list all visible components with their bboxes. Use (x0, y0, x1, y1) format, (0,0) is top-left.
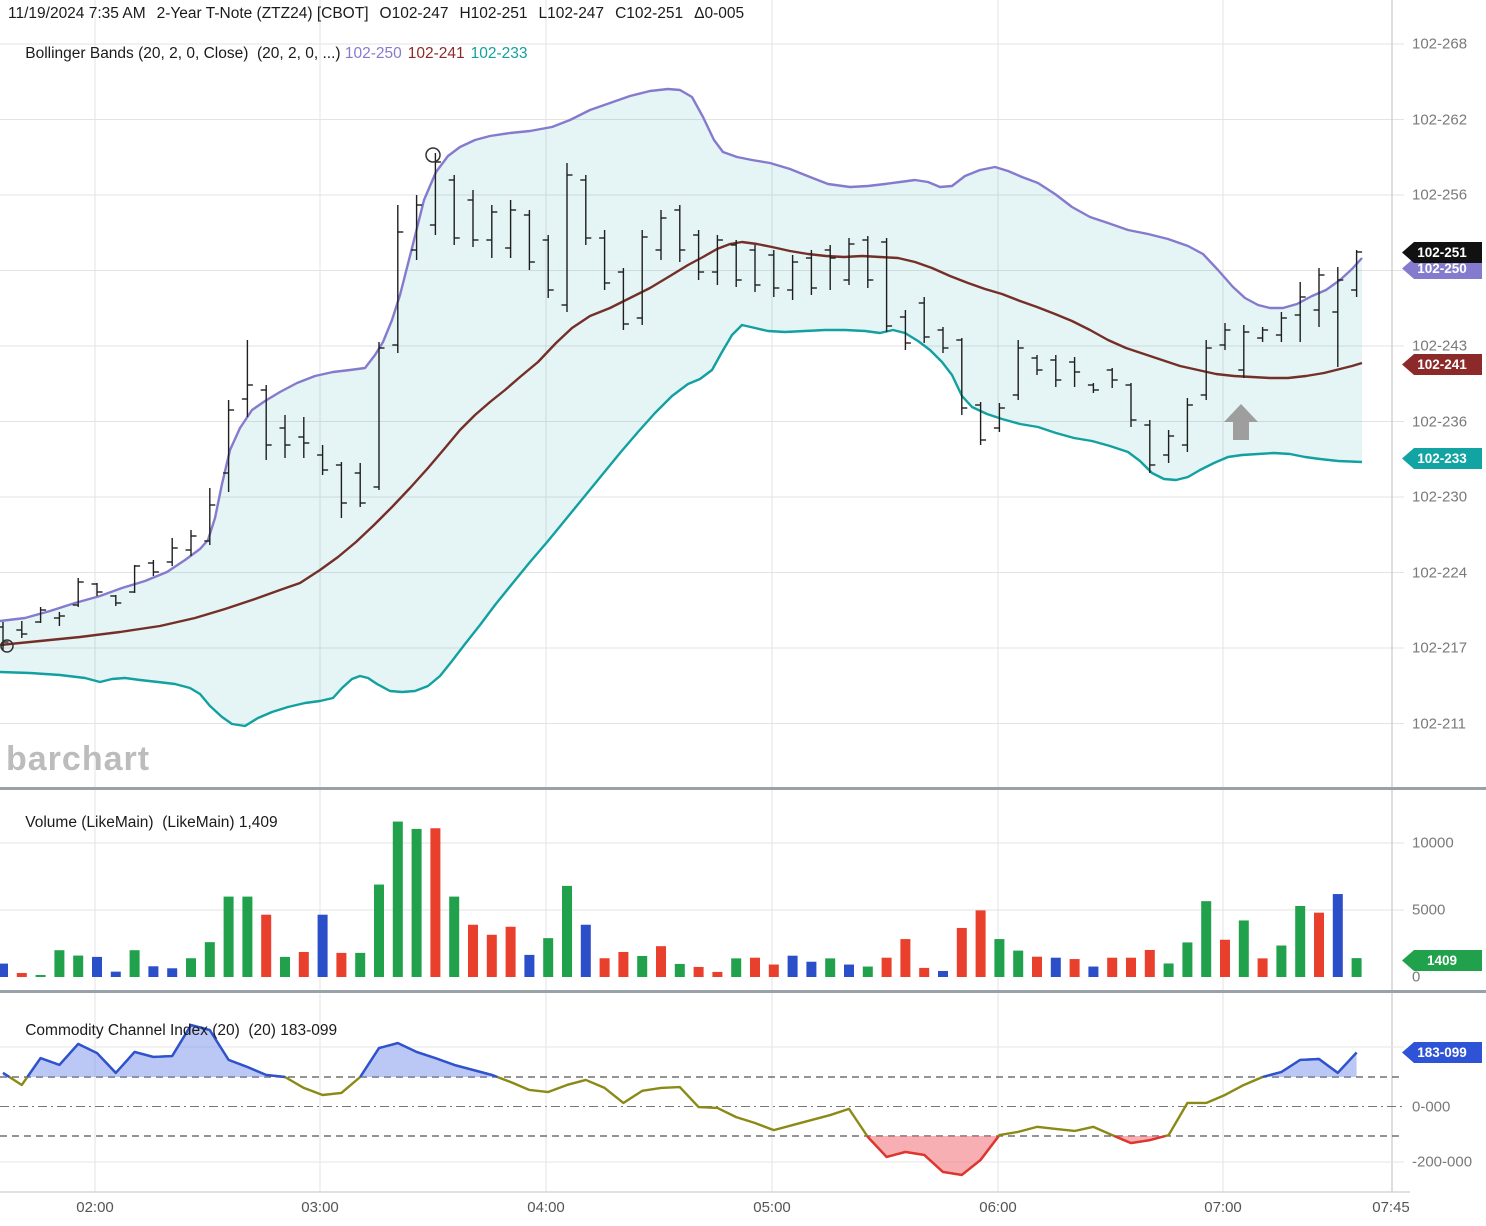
price-axis-label: 102-230 (1412, 488, 1468, 506)
price-axis-label: 102-217 (1412, 639, 1468, 657)
time-axis-label: 06:00 (979, 1199, 1017, 1216)
last-value-badge: 183-099 (1402, 1042, 1482, 1063)
cci-last-value: 183-099 (280, 1022, 338, 1039)
time-axis-label: 07:45 (1372, 1199, 1410, 1216)
bb-lower-value: 102-233 (470, 45, 528, 62)
chart-title-bar: 11/19/2024 7:35 AM 2-Year T-Note (ZTZ24) … (8, 5, 755, 23)
last-value-badge: 102-251 (1402, 242, 1482, 263)
volume-last-value: 1,409 (238, 814, 278, 831)
header-part: H102-251 (459, 5, 528, 22)
last-value-badge: 102-233 (1402, 448, 1482, 469)
time-axis-label: 03:00 (301, 1199, 339, 1216)
cci-panel-title: Commodity Channel Index (20) (20) 183-09… (8, 1004, 337, 1058)
price-axis-label: 0 (1412, 968, 1421, 986)
volume-panel-title: Volume (LikeMain) (LikeMain) 1,409 (8, 796, 278, 850)
price-axis-label: 102-256 (1412, 186, 1468, 204)
time-axis-label: 04:00 (527, 1199, 565, 1216)
header-part: C102-251 (615, 5, 684, 22)
time-axis-label: 02:00 (76, 1199, 114, 1216)
study-title-bar: Bollinger Bands (20, 2, 0, Close) (20, 2… (8, 27, 534, 81)
time-axis-label: 05:00 (753, 1199, 791, 1216)
price-axis-label: 102-262 (1412, 111, 1468, 128)
header-part: 2-Year T-Note (ZTZ24) [CBOT] (156, 5, 369, 22)
volume-title: Volume (LikeMain) (LikeMain) (25, 814, 239, 831)
price-axis-label: 102-236 (1412, 413, 1468, 430)
price-axis-label: 102-211 (1412, 715, 1466, 732)
last-value-badge: 1409 (1402, 950, 1482, 971)
bb-upper-value: 102-250 (344, 45, 402, 62)
price-axis-label: 102-224 (1412, 564, 1468, 581)
price-axis-label: 0-000 (1412, 1098, 1451, 1115)
last-value-badge: 102-241 (1402, 354, 1482, 375)
header-part: Δ0-005 (694, 5, 745, 22)
price-axis-label: -200-000 (1412, 1153, 1473, 1171)
price-axis-label: 102-243 (1412, 337, 1468, 355)
price-axis-label: 10000 (1412, 834, 1454, 852)
last-value-badge: 102-250 (1402, 258, 1482, 279)
bollinger-label: Bollinger Bands (20, 2, 0, Close) (20, 2… (25, 45, 345, 62)
price-axis-label: 5000 (1412, 901, 1446, 919)
cci-title: Commodity Channel Index (20) (20) (25, 1022, 281, 1039)
bb-middle-value: 102-241 (407, 45, 465, 62)
header-part: L102-247 (538, 5, 605, 22)
price-axis-label: 102-268 (1412, 35, 1468, 53)
header-part: O102-247 (379, 5, 449, 22)
time-axis-label: 07:00 (1204, 1199, 1242, 1216)
barchart-logo: barchart (6, 740, 151, 778)
header-part: 11/19/2024 7:35 AM (8, 5, 146, 22)
